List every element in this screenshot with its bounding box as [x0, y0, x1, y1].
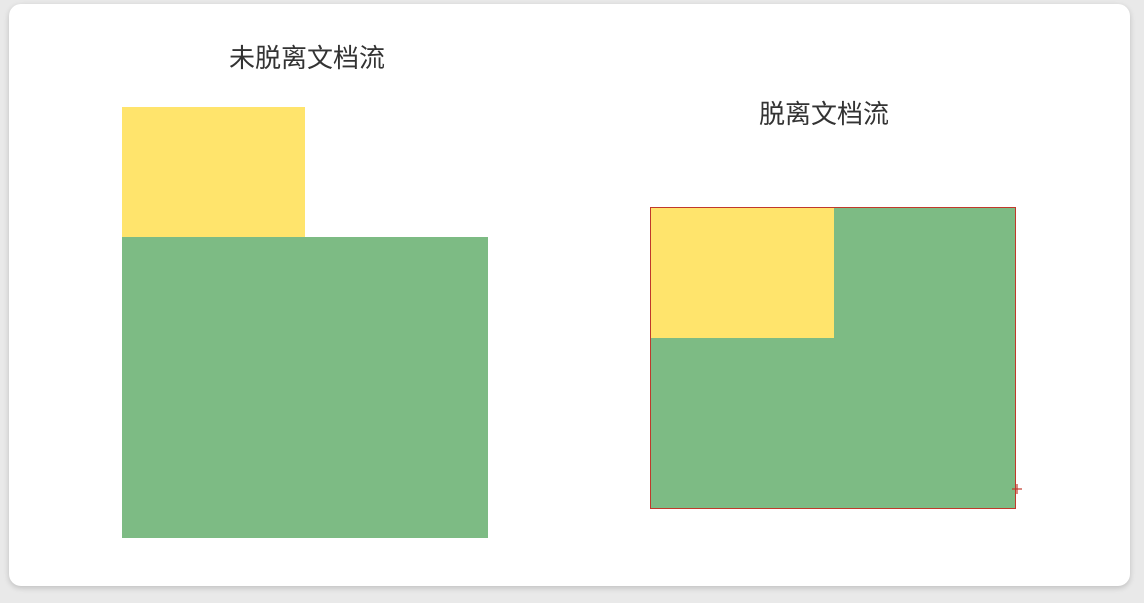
- right-demo-title: 脱离文档流: [759, 100, 890, 130]
- right-yellow-box: [651, 208, 834, 338]
- left-yellow-box: [122, 107, 305, 238]
- right-container-box: [650, 207, 1016, 509]
- left-green-box: [122, 237, 488, 538]
- left-demo-title: 未脱离文档流: [229, 44, 386, 74]
- crosshair-icon: [1012, 484, 1022, 494]
